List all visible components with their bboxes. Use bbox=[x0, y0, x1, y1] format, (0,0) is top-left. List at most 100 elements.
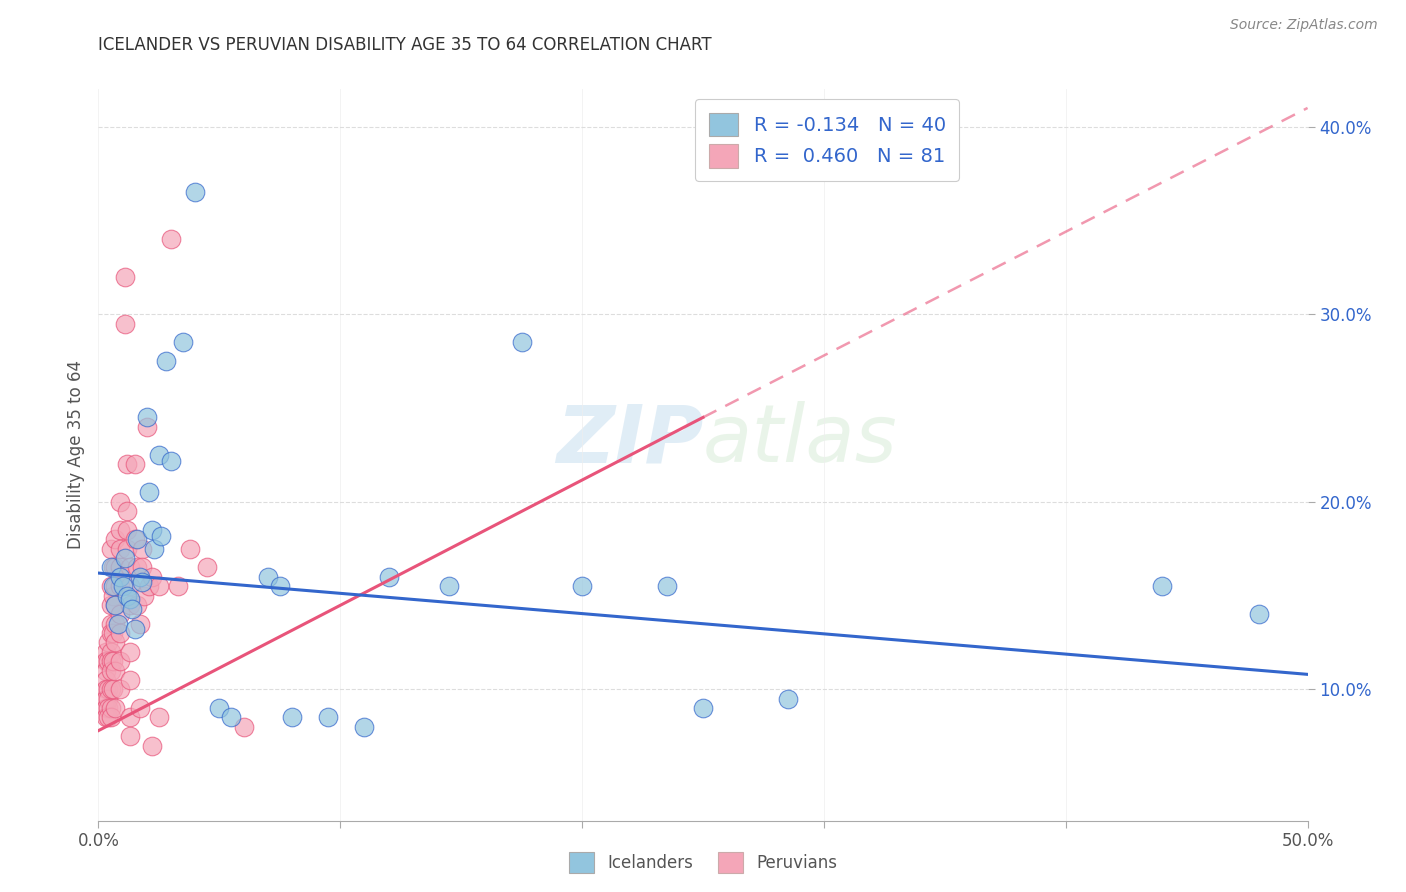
Point bbox=[134, 589, 156, 603]
Point bbox=[127, 560, 149, 574]
Point bbox=[510, 335, 533, 350]
Text: Source: ZipAtlas.com: Source: ZipAtlas.com bbox=[1230, 18, 1378, 32]
Point bbox=[104, 579, 127, 593]
Point bbox=[131, 560, 153, 574]
Point bbox=[135, 410, 157, 425]
Point bbox=[124, 623, 146, 637]
Point bbox=[108, 541, 131, 556]
Point bbox=[100, 560, 122, 574]
Point bbox=[104, 635, 127, 649]
Point bbox=[94, 664, 117, 678]
Point bbox=[108, 570, 131, 584]
Point bbox=[108, 495, 131, 509]
Point bbox=[117, 541, 139, 556]
Point bbox=[108, 560, 131, 574]
Point bbox=[118, 673, 141, 687]
Point bbox=[100, 541, 122, 556]
Point bbox=[117, 523, 139, 537]
Point bbox=[101, 626, 124, 640]
Point bbox=[160, 453, 183, 467]
Point bbox=[104, 598, 127, 612]
Point bbox=[117, 504, 139, 518]
Y-axis label: Disability Age 35 to 64: Disability Age 35 to 64 bbox=[66, 360, 84, 549]
Point bbox=[135, 419, 157, 434]
Point bbox=[127, 533, 149, 547]
Point bbox=[107, 616, 129, 631]
Point bbox=[256, 570, 278, 584]
Point bbox=[101, 654, 124, 668]
Text: ICELANDER VS PERUVIAN DISABILITY AGE 35 TO 64 CORRELATION CHART: ICELANDER VS PERUVIAN DISABILITY AGE 35 … bbox=[98, 36, 711, 54]
Point bbox=[100, 654, 122, 668]
Point bbox=[100, 682, 122, 697]
Point bbox=[104, 664, 127, 678]
Point bbox=[160, 232, 183, 246]
Point bbox=[121, 601, 143, 615]
Point bbox=[111, 579, 134, 593]
Point bbox=[124, 458, 146, 472]
Point bbox=[184, 186, 207, 200]
Point bbox=[377, 570, 399, 584]
Point bbox=[94, 645, 117, 659]
Point bbox=[141, 739, 163, 753]
Point bbox=[195, 560, 218, 574]
Point bbox=[97, 635, 120, 649]
Point bbox=[94, 691, 117, 706]
Point bbox=[128, 616, 150, 631]
Point bbox=[148, 710, 170, 724]
Text: atlas: atlas bbox=[703, 401, 898, 479]
Point bbox=[118, 710, 141, 724]
Point bbox=[108, 523, 131, 537]
Point bbox=[118, 560, 141, 574]
Legend: Icelanders, Peruvians: Icelanders, Peruvians bbox=[562, 846, 844, 880]
Point bbox=[155, 354, 177, 368]
Point bbox=[101, 579, 124, 593]
Point bbox=[108, 579, 131, 593]
Point bbox=[150, 528, 173, 542]
Point bbox=[101, 682, 124, 697]
Point bbox=[100, 701, 122, 715]
Point bbox=[118, 598, 141, 612]
Point bbox=[281, 710, 304, 724]
Point bbox=[104, 533, 127, 547]
Point bbox=[104, 598, 127, 612]
Point bbox=[94, 710, 117, 724]
Point bbox=[128, 701, 150, 715]
Point bbox=[118, 645, 141, 659]
Point bbox=[124, 533, 146, 547]
Point bbox=[437, 579, 460, 593]
Point bbox=[108, 607, 131, 622]
Point bbox=[101, 560, 124, 574]
Point bbox=[94, 654, 117, 668]
Point bbox=[1152, 579, 1174, 593]
Point bbox=[127, 598, 149, 612]
Point bbox=[128, 570, 150, 584]
Point bbox=[138, 579, 160, 593]
Point bbox=[148, 579, 170, 593]
Point bbox=[104, 701, 127, 715]
Point bbox=[104, 616, 127, 631]
Point bbox=[131, 541, 153, 556]
Legend: R = -0.134   N = 40, R =  0.460   N = 81: R = -0.134 N = 40, R = 0.460 N = 81 bbox=[695, 99, 959, 181]
Point bbox=[141, 523, 163, 537]
Point bbox=[100, 616, 122, 631]
Point bbox=[776, 691, 799, 706]
Point bbox=[108, 682, 131, 697]
Point bbox=[148, 448, 170, 462]
Point bbox=[118, 579, 141, 593]
Point bbox=[316, 710, 339, 724]
Point bbox=[100, 664, 122, 678]
Point bbox=[101, 589, 124, 603]
Point bbox=[108, 654, 131, 668]
Point bbox=[172, 335, 194, 350]
Point bbox=[117, 589, 139, 603]
Point bbox=[571, 579, 593, 593]
Point bbox=[221, 710, 243, 724]
Point bbox=[232, 720, 254, 734]
Point bbox=[97, 682, 120, 697]
Point bbox=[138, 485, 160, 500]
Point bbox=[1249, 607, 1271, 622]
Point bbox=[100, 710, 122, 724]
Point bbox=[167, 579, 190, 593]
Point bbox=[100, 626, 122, 640]
Point bbox=[97, 710, 120, 724]
